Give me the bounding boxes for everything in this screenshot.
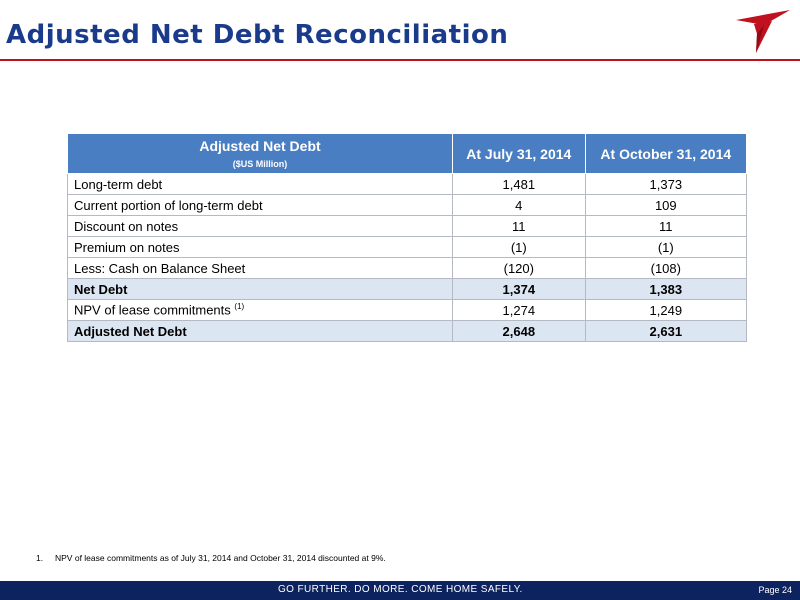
value-october: 1,383 [584,278,748,300]
row-label: NPV of lease commitments [74,302,231,318]
value-july: 11 [452,215,586,237]
title-divider [0,59,800,61]
row-label: Premium on notes [67,236,453,258]
footnote-number: 1. [36,553,44,563]
footnote: 1. NPV of lease commitments as of July 31… [36,553,386,563]
footer-slogan: GO FURTHER. DO MORE. COME HOME SAFELY. [278,584,523,595]
table-row: NPV of lease commitments (1) 1,274 1,249 [67,299,748,321]
bird-logo-icon [736,10,790,53]
table-row: Long-term debt 1,481 1,373 [67,173,748,195]
value-july: 1,481 [452,173,586,195]
table-row: Less: Cash on Balance Sheet (120) (108) [67,257,748,279]
value-july: 4 [452,194,586,216]
row-label: Discount on notes [67,215,453,237]
footnote-text: NPV of lease commitments as of July 31, … [55,553,386,563]
net-debt-table: Adjusted Net Debt ($US Million) At July … [67,133,748,342]
value-october: (108) [584,257,748,279]
row-label: Less: Cash on Balance Sheet [67,257,453,279]
value-july: 1,374 [452,278,586,300]
row-label-cell: NPV of lease commitments (1) [67,299,453,321]
row-label: Long-term debt [67,173,453,195]
value-october: 1,249 [584,299,748,321]
footnote-marker: (1) [234,302,245,312]
footer-bar [0,581,800,600]
subtotal-row: Net Debt 1,374 1,383 [67,278,748,300]
value-october: 2,631 [584,320,748,342]
table-header-row: Adjusted Net Debt ($US Million) At July … [67,133,748,174]
column-header-october: At October 31, 2014 [584,133,748,174]
value-october: 109 [584,194,748,216]
table-row: Discount on notes 11 11 [67,215,748,237]
value-july: 2,648 [452,320,586,342]
value-july: (1) [452,236,586,258]
value-october: (1) [584,236,748,258]
row-label: Adjusted Net Debt [67,320,453,342]
page-title: Adjusted Net Debt Reconciliation [6,20,509,50]
value-july: 1,274 [452,299,586,321]
value-october: 11 [584,215,748,237]
value-october: 1,373 [584,173,748,195]
value-july: (120) [452,257,586,279]
column-header-july: At July 31, 2014 [452,133,586,174]
table-row: Premium on notes (1) (1) [67,236,748,258]
header-unit: ($US Million) [232,158,288,169]
header-label-cell: Adjusted Net Debt ($US Million) [67,133,453,174]
page-number: Page 24 [758,585,792,595]
row-label: Current portion of long-term debt [67,194,453,216]
row-label: Net Debt [67,278,453,300]
table-row: Current portion of long-term debt 4 109 [67,194,748,216]
header-label: Adjusted Net Debt [199,137,321,154]
total-row: Adjusted Net Debt 2,648 2,631 [67,320,748,342]
